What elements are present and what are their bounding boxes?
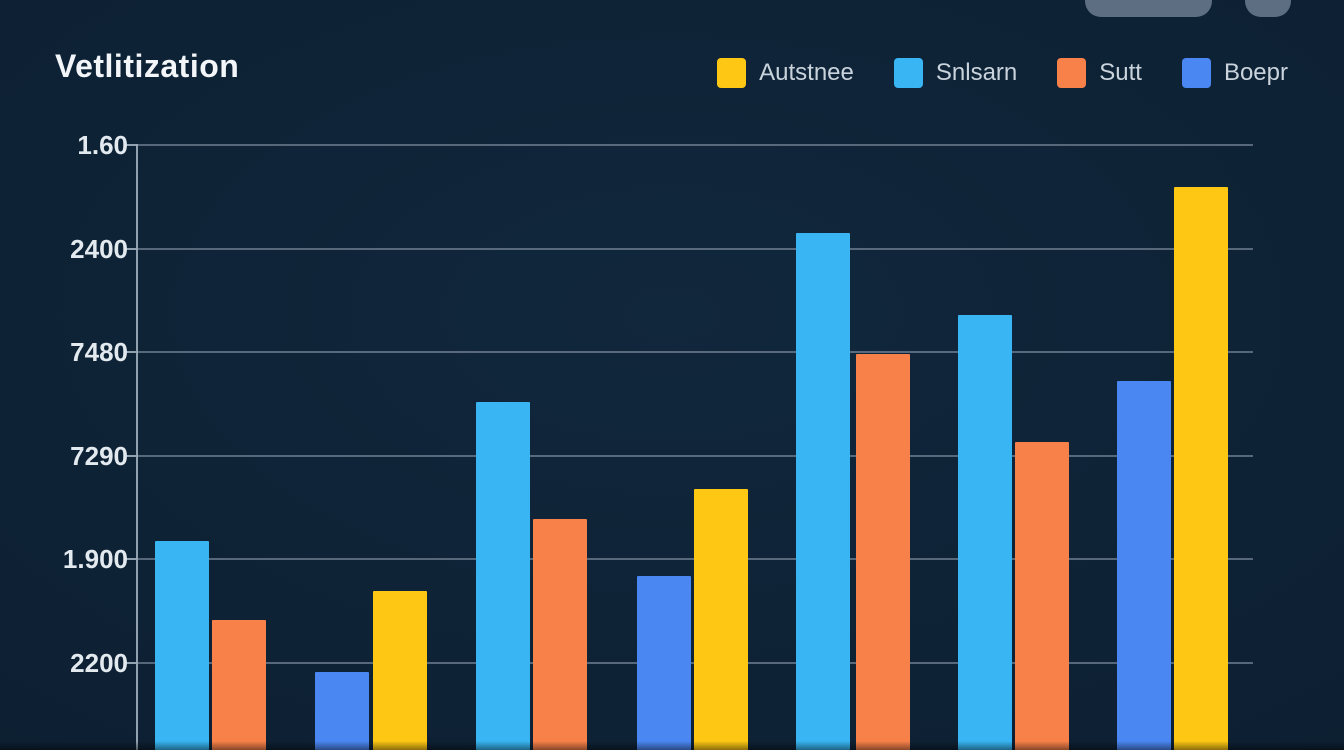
y-axis-label: 7290 (70, 441, 128, 471)
y-axis-tick (126, 144, 136, 146)
legend-item-boepr[interactable]: Boepr (1181, 58, 1288, 88)
legend-item-snlsarn[interactable]: Snlsarn (893, 58, 1018, 88)
bar-sutt (212, 620, 266, 750)
bar-sutt (856, 354, 910, 750)
y-axis-label: 2200 (70, 648, 128, 678)
bar-autstnee (373, 591, 427, 750)
y-axis-tick (126, 248, 136, 250)
y-axis-label: 1.900 (62, 544, 128, 574)
legend-label: Sutt (1099, 59, 1142, 86)
bar-boepr (1117, 381, 1171, 750)
legend-swatch-orange (1057, 58, 1087, 88)
legend-label: Snlsarn (935, 59, 1018, 86)
legend-item-autstnee[interactable]: Autstnee (717, 58, 854, 88)
bar-autstnee (1174, 187, 1228, 750)
page-title: Vetlitization (55, 48, 240, 84)
bar-sutt (1015, 442, 1069, 750)
toolbar-button-primary[interactable] (1085, 0, 1212, 17)
bar-snlsarn (155, 541, 209, 750)
bar-sutt (533, 519, 587, 750)
y-axis-tick (126, 558, 136, 560)
gridline (136, 144, 1253, 146)
bar-snlsarn (958, 315, 1012, 750)
y-axis-tick (126, 662, 136, 664)
gridline (136, 351, 1253, 353)
legend-swatch-cyan (893, 58, 923, 88)
y-axis-tick (126, 351, 136, 353)
bar-snlsarn (476, 402, 530, 750)
legend-label: Boepr (1223, 59, 1288, 86)
legend-label: Autstnee (759, 59, 854, 86)
legend-swatch-yellow (717, 58, 747, 88)
bar-boepr (315, 672, 369, 750)
legend: Autstnee Snlsarn Sutt Boepr (717, 57, 1288, 89)
bar-boepr (637, 576, 691, 750)
y-axis-tick (126, 455, 136, 457)
legend-swatch-blue (1181, 58, 1211, 88)
gridline (136, 455, 1253, 457)
y-axis-label: 1.60 (77, 130, 128, 160)
legend-item-sutt[interactable]: Sutt (1057, 58, 1142, 88)
bar-autstnee (694, 489, 748, 750)
gridline (136, 248, 1253, 250)
y-axis-line (136, 144, 138, 750)
bar-snlsarn (796, 233, 850, 750)
toolbar-button-secondary[interactable] (1245, 0, 1291, 17)
toolbar (0, 0, 1344, 23)
y-axis-label: 7480 (70, 337, 128, 367)
y-axis-label: 2400 (70, 234, 128, 264)
